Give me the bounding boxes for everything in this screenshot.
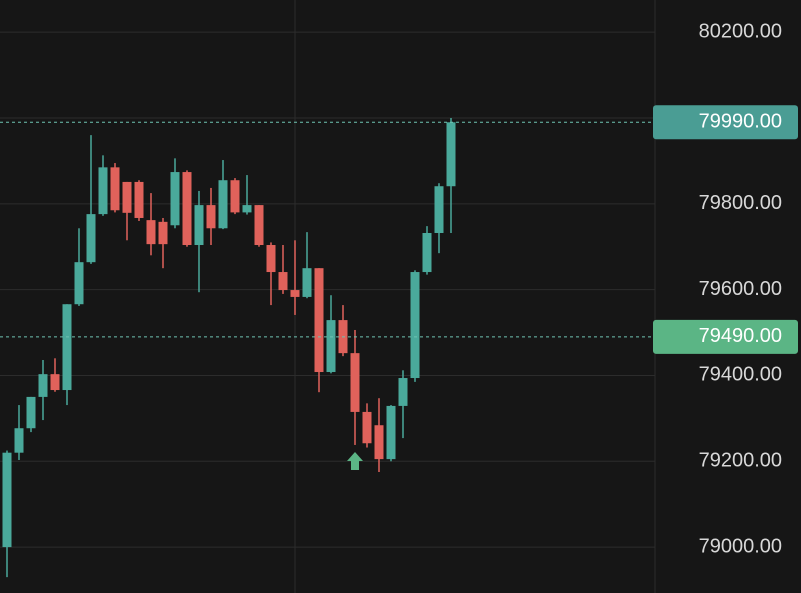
- candle-body: [194, 205, 204, 246]
- candle-body: [98, 167, 108, 215]
- price-label-bg: [653, 319, 798, 354]
- candle-body: [434, 186, 444, 233]
- candle-body: [446, 122, 456, 187]
- candle-body: [2, 452, 12, 548]
- candle-body: [62, 304, 72, 391]
- y-tick-label: 80200.00: [699, 20, 782, 42]
- candle-body: [278, 272, 288, 291]
- y-tick-label: 79000.00: [699, 535, 782, 557]
- candle-body: [422, 232, 432, 273]
- candle-body: [86, 214, 96, 263]
- price-label: 79990.00: [699, 111, 782, 133]
- candle-body: [374, 425, 384, 460]
- y-tick-label: 79200.00: [699, 450, 782, 472]
- candle-body: [266, 245, 276, 273]
- candle-body: [254, 205, 264, 246]
- candle-body: [122, 181, 132, 213]
- signal-arrow: [347, 452, 363, 470]
- candle-body: [302, 268, 312, 297]
- candle-body: [50, 374, 60, 391]
- candle-body: [362, 411, 372, 444]
- candle-body: [182, 172, 192, 246]
- candle-body: [410, 272, 420, 379]
- candle-body: [398, 378, 408, 406]
- y-tick-label: 79600.00: [699, 278, 782, 300]
- candle-body: [110, 167, 120, 211]
- candle-body: [38, 374, 48, 397]
- candle-body: [386, 405, 396, 460]
- candle-body: [14, 428, 24, 453]
- candle-body: [158, 221, 168, 245]
- candle-body: [206, 205, 216, 229]
- candle-body: [326, 320, 336, 373]
- candle-body: [134, 181, 144, 218]
- candle-body: [26, 396, 36, 429]
- candle-body: [350, 353, 360, 412]
- candle-body: [170, 172, 180, 226]
- y-tick-label: 79400.00: [699, 364, 782, 386]
- candle-body: [230, 180, 240, 213]
- candle-body: [74, 262, 84, 305]
- candle-body: [146, 220, 156, 245]
- candle-body: [314, 268, 324, 373]
- candle-body: [290, 290, 300, 297]
- candle-body: [218, 180, 228, 229]
- candle-body: [242, 205, 252, 213]
- y-tick-label: 79800.00: [699, 192, 782, 214]
- price-label: 79490.00: [699, 325, 782, 347]
- price-label-bg: [653, 105, 798, 140]
